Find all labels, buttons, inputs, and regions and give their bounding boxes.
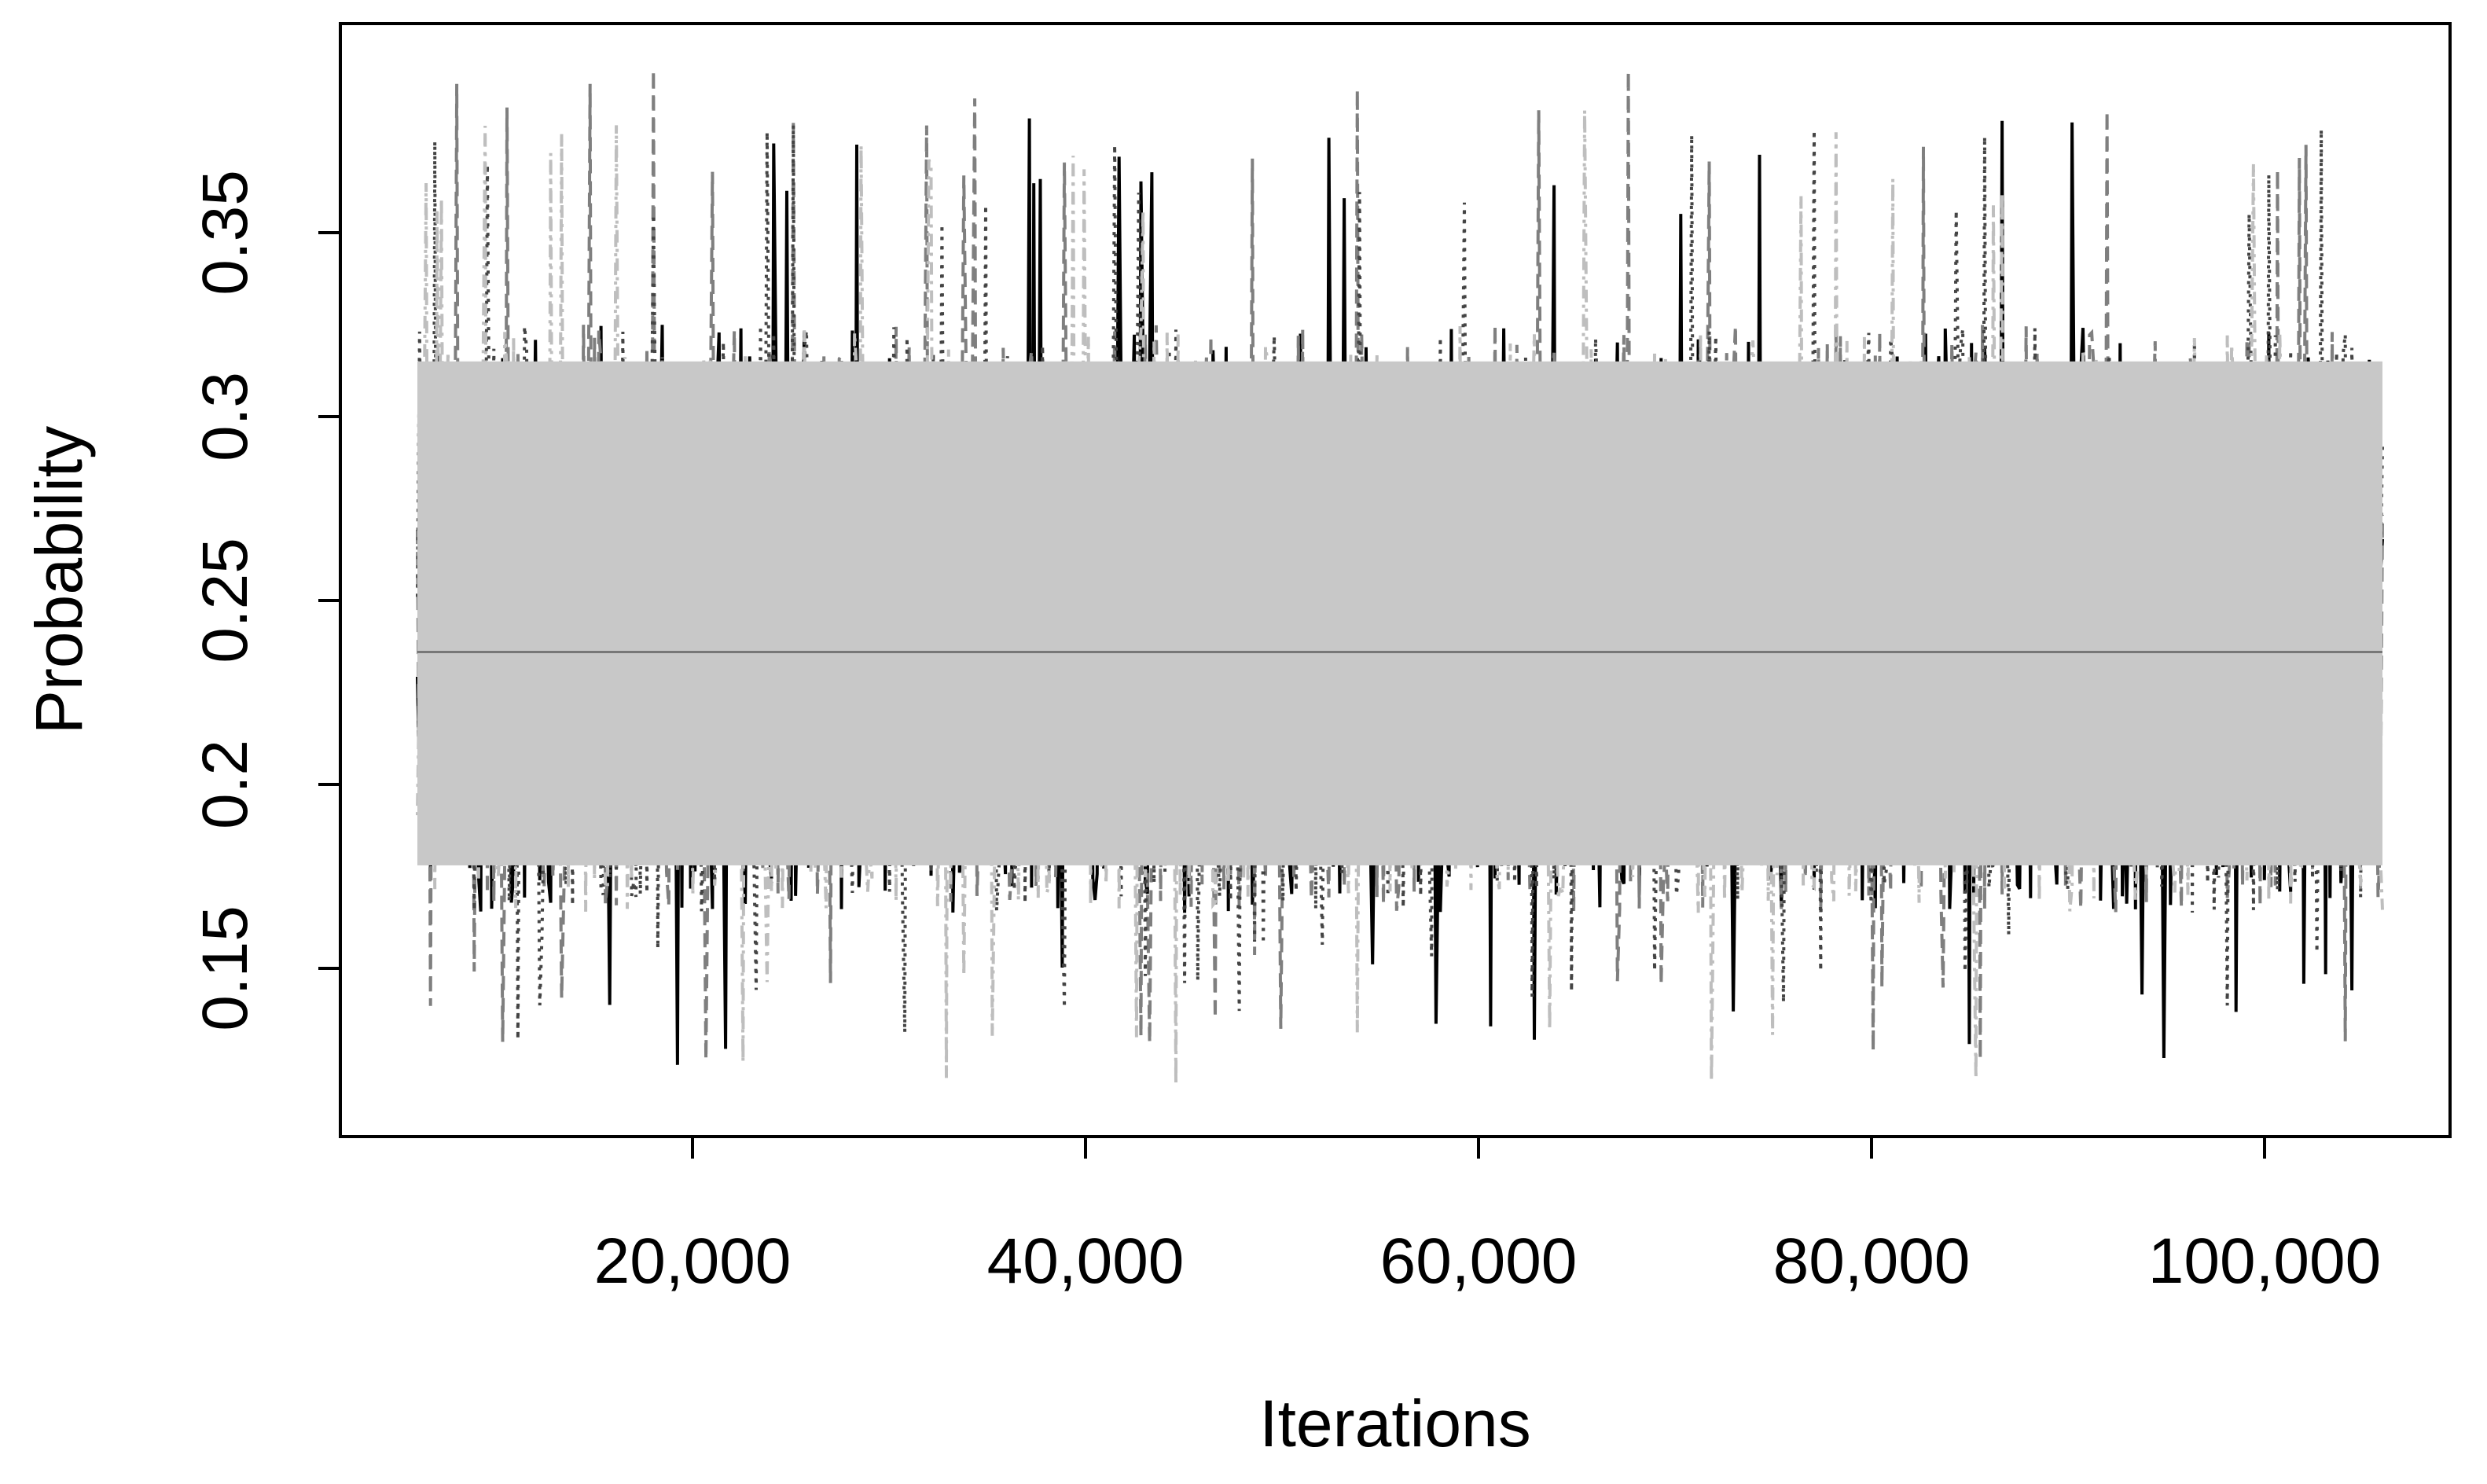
y-tick-label: 0.3: [189, 372, 261, 461]
y-axis-title: Probability: [22, 426, 96, 734]
y-tick-label: 0.25: [189, 538, 261, 663]
x-tick-label: 80,000: [1773, 1225, 1971, 1297]
plot-area: [416, 69, 2384, 1085]
y-tick-label: 0.2: [189, 740, 261, 829]
x-tick-label: 100,000: [2148, 1225, 2381, 1297]
y-tick-label: 0.15: [189, 905, 261, 1031]
x-axis: 20,000 40,000 60,000 80,000 100,000: [594, 1135, 2381, 1297]
y-tick-label: 0.35: [189, 170, 261, 296]
x-tick-label: 60,000: [1380, 1225, 1578, 1297]
y-axis: 0.15 0.2 0.25 0.3 0.35: [189, 170, 342, 1031]
x-tick-label: 40,000: [987, 1225, 1185, 1297]
x-axis-title: Iterations: [1259, 1387, 1531, 1460]
x-tick-label: 20,000: [594, 1225, 792, 1297]
trace-core-band: [417, 361, 2382, 865]
